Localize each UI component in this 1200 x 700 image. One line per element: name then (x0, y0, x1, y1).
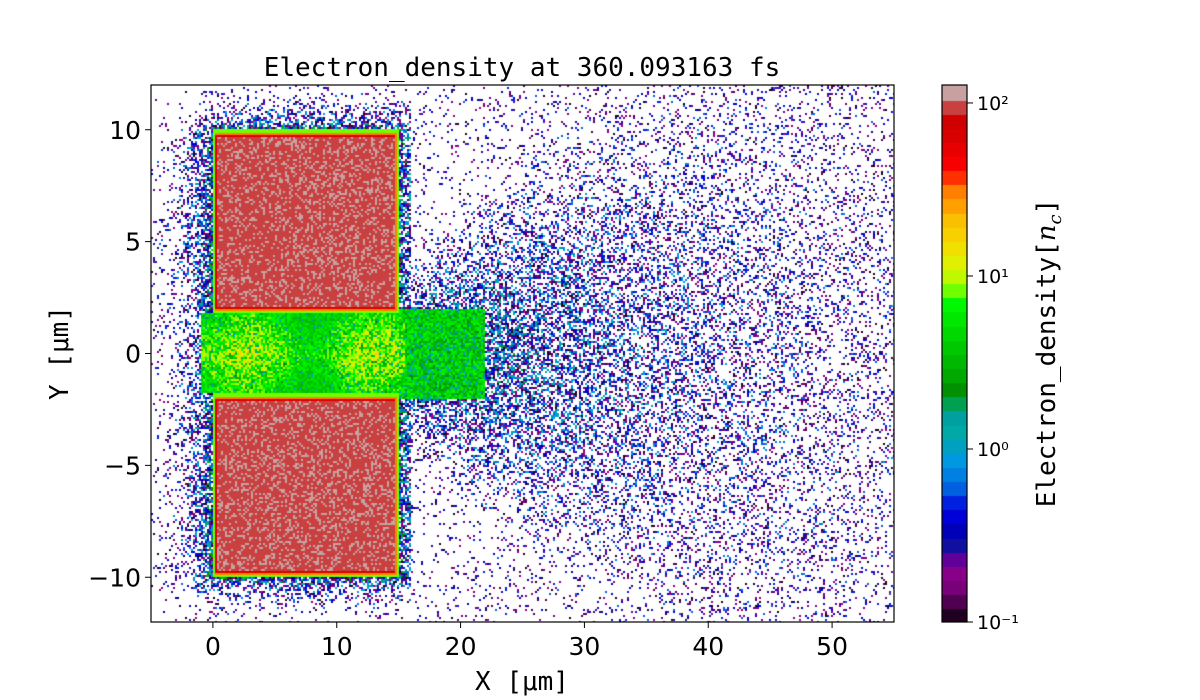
colorbar-label: Electron_density[nc] (1032, 199, 1066, 508)
y-tick-label: 10 (109, 116, 141, 145)
y-tick-label: −5 (104, 451, 141, 480)
x-tick-label: 50 (816, 632, 848, 661)
colorbar-tick-label: 10⁰ (977, 439, 1009, 461)
x-axis-label: X [μm] (475, 667, 569, 697)
y-tick-label: −10 (88, 563, 141, 592)
colorbar-label-text: Electron_density (1032, 257, 1062, 507)
x-tick-label: 40 (692, 632, 724, 661)
y-tick-label: 5 (125, 228, 141, 257)
x-tick-label: 20 (445, 632, 477, 661)
colorbar-tick-label: 10⁻¹ (977, 612, 1019, 634)
colorbar-frame (941, 84, 968, 623)
colorbar (942, 85, 967, 622)
x-tick-label: 10 (321, 632, 353, 661)
colorbar-unit-sub: c (1045, 214, 1066, 224)
x-tick-label: 30 (569, 632, 601, 661)
colorbar-unit: n (1032, 224, 1062, 241)
plot-frame (150, 84, 895, 623)
colorbar-tick-label: 10² (977, 93, 1009, 115)
y-axis-label: Y [μm] (45, 306, 75, 400)
chart-title: Electron_density at 360.093163 fs (264, 53, 781, 83)
heatmap-image (151, 85, 894, 622)
x-tick-label: 0 (205, 632, 221, 661)
colorbar-tick-label: 10¹ (977, 266, 1009, 288)
y-tick-label: 0 (125, 340, 141, 369)
